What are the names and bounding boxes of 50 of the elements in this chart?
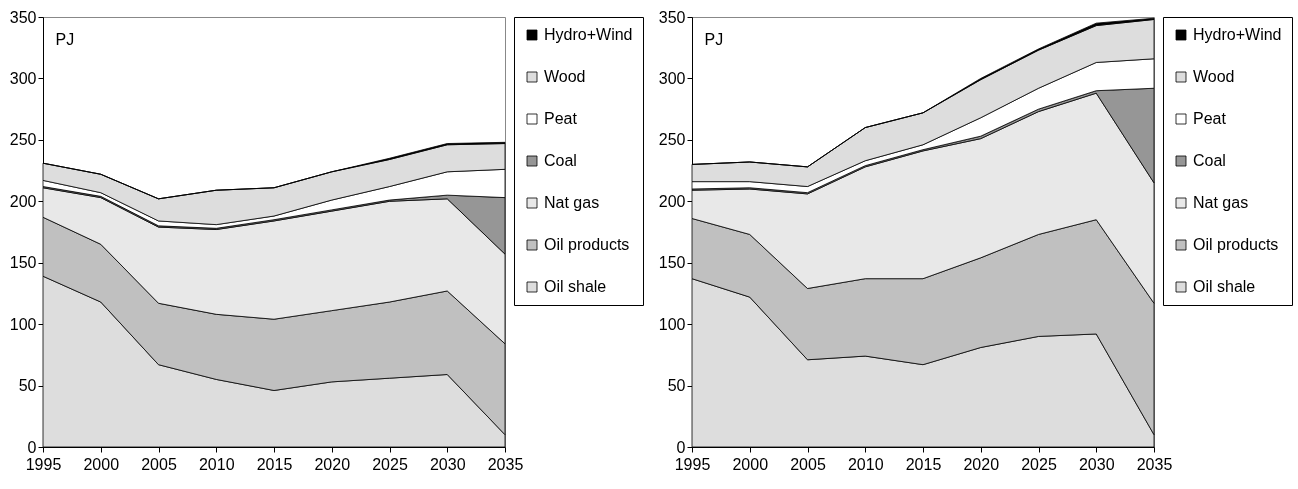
legend-label: Oil shale — [544, 278, 607, 295]
y-tick-label: 200 — [658, 192, 686, 210]
x-tick-label: 2035 — [487, 455, 524, 473]
y-tick-label: 250 — [658, 131, 686, 149]
x-tick-label: 2025 — [1021, 455, 1057, 473]
x-tick-label: 2000 — [732, 455, 769, 473]
x-tick-label: 2015 — [905, 455, 942, 473]
x-tick-label: 2030 — [429, 455, 466, 473]
legend-label: Peat — [544, 110, 578, 127]
y-tick-label: 350 — [9, 8, 37, 26]
y-tick-label: 150 — [9, 254, 37, 272]
x-tick-label: 2020 — [314, 455, 351, 473]
y-tick-label: 300 — [658, 69, 686, 87]
legend-label: Wood — [1193, 68, 1235, 85]
y-tick-label: 200 — [9, 192, 37, 210]
y-tick-label: 250 — [9, 131, 37, 149]
legend-label: Nat gas — [1193, 194, 1249, 211]
x-tick-label: 2030 — [1078, 455, 1115, 473]
legend-label: Oil products — [1193, 236, 1279, 253]
y-tick-label: 0 — [27, 438, 37, 456]
x-tick-label: 2005 — [790, 455, 826, 473]
x-tick-label: 2020 — [963, 455, 1000, 473]
y-tick-label: 350 — [658, 8, 686, 26]
y-axis-title: PJ — [704, 30, 724, 48]
legend-label: Peat — [1193, 110, 1227, 127]
x-tick-label: 2035 — [1136, 455, 1173, 473]
x-tick-label: 2015 — [256, 455, 293, 473]
legend-label: Hydro+Wind — [544, 26, 633, 43]
x-tick-label: 1995 — [674, 455, 711, 473]
x-tick-label: 2025 — [372, 455, 408, 473]
legend-label: Nat gas — [544, 194, 600, 211]
legend-label: Hydro+Wind — [1193, 26, 1282, 43]
y-axis-title: PJ — [55, 30, 75, 48]
y-tick-label: 50 — [18, 377, 37, 395]
legend-label: Oil shale — [1193, 278, 1256, 295]
x-tick-label: 2000 — [83, 455, 120, 473]
x-tick-label: 2005 — [141, 455, 177, 473]
y-tick-label: 300 — [9, 69, 37, 87]
x-tick-label: 1995 — [25, 455, 62, 473]
y-tick-label: 100 — [9, 315, 37, 333]
y-tick-label: 50 — [667, 377, 686, 395]
legend-label: Oil products — [544, 236, 630, 253]
legend-label: Wood — [544, 68, 586, 85]
legend-label: Coal — [1193, 152, 1226, 169]
x-tick-label: 2010 — [198, 455, 235, 473]
legend-label: Coal — [544, 152, 577, 169]
x-tick-label: 2010 — [847, 455, 884, 473]
y-tick-label: 0 — [676, 438, 686, 456]
y-tick-label: 100 — [658, 315, 686, 333]
y-tick-label: 150 — [658, 254, 686, 272]
